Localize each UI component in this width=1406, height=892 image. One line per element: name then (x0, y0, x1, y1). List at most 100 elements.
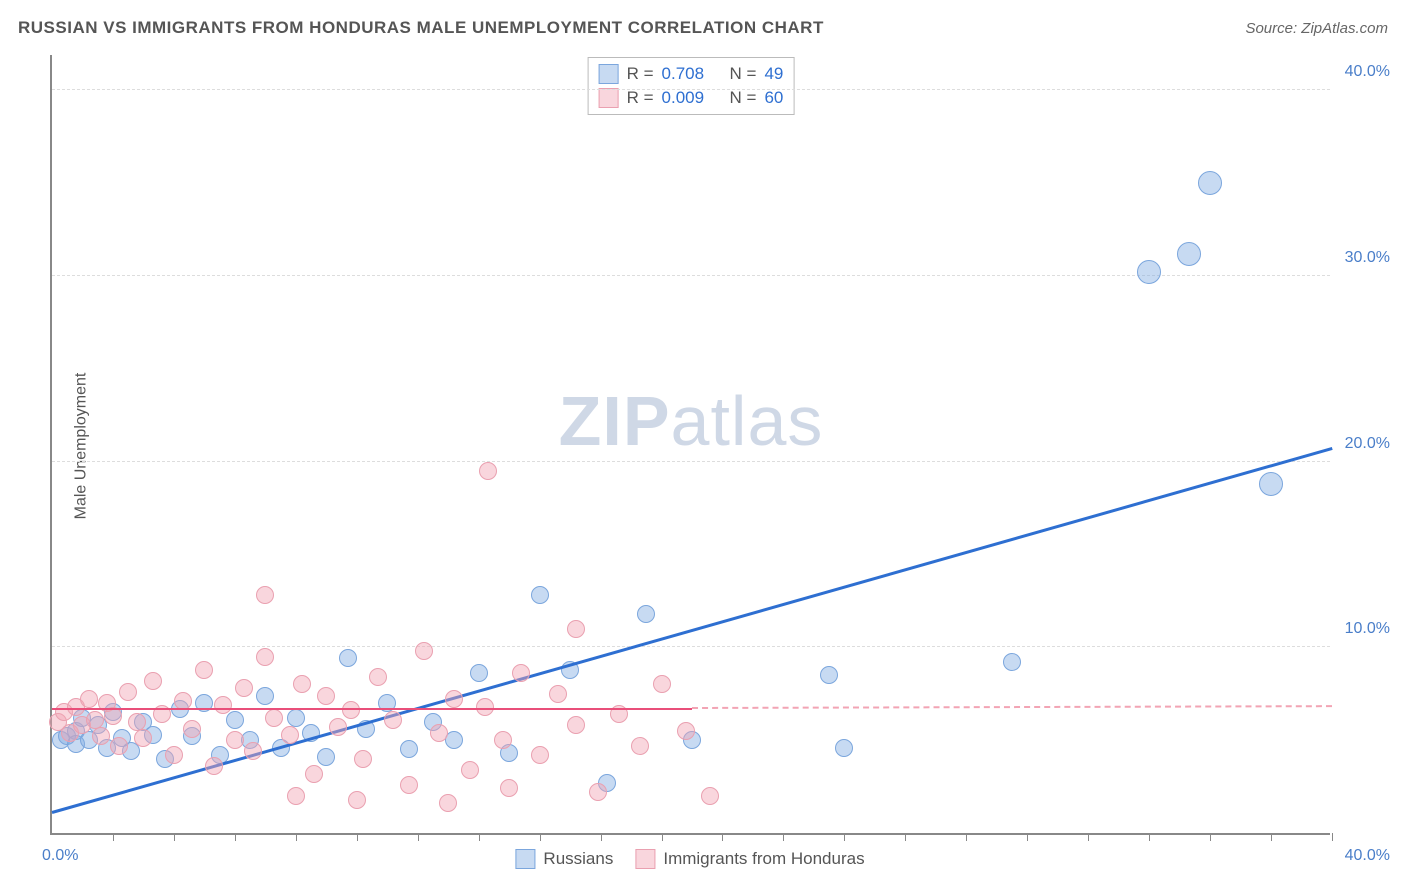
data-point-honduras (384, 711, 402, 729)
data-point-honduras (305, 765, 323, 783)
data-point-russians (1177, 242, 1201, 266)
trendline-russians (52, 447, 1333, 814)
legend-N-label: N = (730, 64, 757, 84)
legend-N-value: 60 (764, 88, 783, 108)
data-point-honduras (265, 709, 283, 727)
x-tick (113, 833, 114, 841)
chart-header: RUSSIAN VS IMMIGRANTS FROM HONDURAS MALE… (18, 18, 1388, 38)
legend-label: Immigrants from Honduras (663, 849, 864, 869)
x-tick (1027, 833, 1028, 841)
x-tick (418, 833, 419, 841)
y-tick-label: 30.0% (1345, 249, 1390, 267)
x-tick (662, 833, 663, 841)
x-tick (1149, 833, 1150, 841)
data-point-honduras (317, 687, 335, 705)
data-point-russians (1198, 171, 1222, 195)
x-axis-max-label: 40.0% (1345, 847, 1390, 865)
data-point-honduras (226, 731, 244, 749)
data-point-honduras (476, 698, 494, 716)
legend-series: Russians Immigrants from Honduras (515, 849, 864, 869)
legend-R-label: R = (627, 88, 654, 108)
data-point-honduras (631, 737, 649, 755)
chart-source: Source: ZipAtlas.com (1245, 20, 1388, 37)
data-point-honduras (205, 757, 223, 775)
data-point-russians (1003, 653, 1021, 671)
watermark-bold: ZIP (559, 382, 671, 460)
data-point-honduras (677, 722, 695, 740)
data-point-russians (531, 586, 549, 604)
x-tick (783, 833, 784, 841)
x-axis-origin-label: 0.0% (42, 847, 78, 865)
x-tick (1210, 833, 1211, 841)
x-tick (1088, 833, 1089, 841)
y-tick-label: 10.0% (1345, 620, 1390, 638)
data-point-russians (637, 605, 655, 623)
x-tick (1271, 833, 1272, 841)
legend-stats-row: R = 0.708 N = 49 (599, 62, 784, 86)
data-point-honduras (329, 718, 347, 736)
data-point-honduras (348, 791, 366, 809)
data-point-honduras (80, 690, 98, 708)
data-point-honduras (354, 750, 372, 768)
legend-swatch-blue (515, 849, 535, 869)
data-point-honduras (119, 683, 137, 701)
data-point-honduras (144, 672, 162, 690)
data-point-honduras (369, 668, 387, 686)
x-tick (1332, 833, 1333, 841)
data-point-honduras (165, 746, 183, 764)
x-tick (601, 833, 602, 841)
data-point-honduras (86, 711, 104, 729)
legend-R-value: 0.009 (662, 88, 705, 108)
legend-R-label: R = (627, 64, 654, 84)
x-tick (357, 833, 358, 841)
plot-area: ZIPatlas R = 0.708 N = 49 R = 0.009 N = … (50, 55, 1330, 835)
legend-swatch-pink (635, 849, 655, 869)
data-point-russians (226, 711, 244, 729)
data-point-honduras (445, 690, 463, 708)
x-tick (722, 833, 723, 841)
data-point-honduras (128, 713, 146, 731)
gridline (52, 89, 1330, 90)
data-point-honduras (195, 661, 213, 679)
data-point-honduras (415, 642, 433, 660)
data-point-russians (1137, 260, 1161, 284)
data-point-russians (339, 649, 357, 667)
data-point-honduras (439, 794, 457, 812)
watermark-rest: atlas (671, 382, 824, 460)
data-point-honduras (110, 737, 128, 755)
x-tick (540, 833, 541, 841)
x-tick (966, 833, 967, 841)
data-point-russians (317, 748, 335, 766)
data-point-honduras (461, 761, 479, 779)
legend-N-value: 49 (764, 64, 783, 84)
x-tick (479, 833, 480, 841)
data-point-honduras (479, 462, 497, 480)
gridline (52, 461, 1330, 462)
data-point-honduras (256, 648, 274, 666)
data-point-russians (400, 740, 418, 758)
data-point-honduras (235, 679, 253, 697)
gridline (52, 646, 1330, 647)
data-point-honduras (500, 779, 518, 797)
data-point-honduras (653, 675, 671, 693)
data-point-russians (470, 664, 488, 682)
data-point-honduras (134, 729, 152, 747)
data-point-honduras (430, 724, 448, 742)
scatter-plot: ZIPatlas R = 0.708 N = 49 R = 0.009 N = … (50, 55, 1330, 835)
data-point-honduras (531, 746, 549, 764)
data-point-honduras (549, 685, 567, 703)
legend-stats: R = 0.708 N = 49 R = 0.009 N = 60 (588, 57, 795, 115)
data-point-honduras (567, 620, 585, 638)
data-point-honduras (567, 716, 585, 734)
data-point-honduras (287, 787, 305, 805)
x-tick (235, 833, 236, 841)
x-tick (844, 833, 845, 841)
data-point-honduras (281, 726, 299, 744)
data-point-honduras (244, 742, 262, 760)
data-point-honduras (400, 776, 418, 794)
legend-item-russians: Russians (515, 849, 613, 869)
legend-item-honduras: Immigrants from Honduras (635, 849, 864, 869)
data-point-honduras (92, 727, 110, 745)
legend-label: Russians (543, 849, 613, 869)
legend-swatch-pink (599, 88, 619, 108)
